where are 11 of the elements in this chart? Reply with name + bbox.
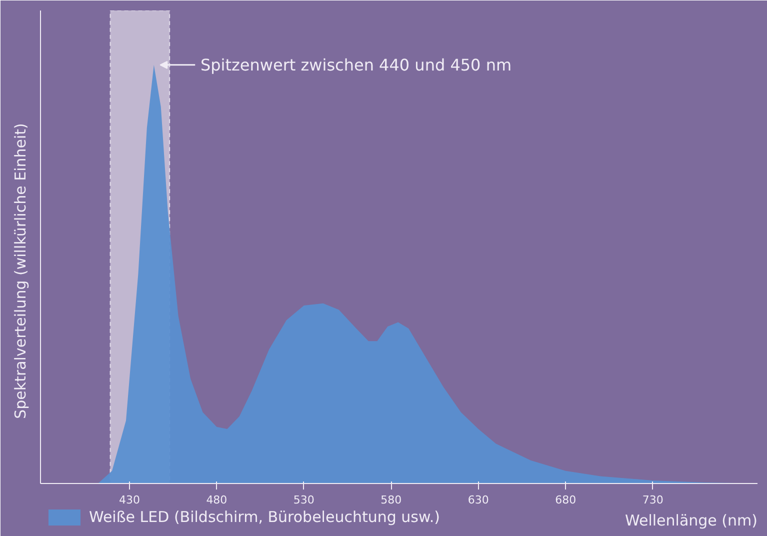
x-tick-label: 530 [293, 493, 314, 506]
x-tick-label: 730 [642, 493, 664, 506]
y-axis-title: Spektralverteilung (willkürliche Einheit) [12, 123, 30, 419]
legend-label: Weiße LED (Bildschirm, Bürobeleuchtung usw.) [89, 508, 440, 526]
x-tick-label: 680 [555, 493, 576, 506]
x-tick-label: 580 [380, 493, 402, 506]
annotation: Spitzenwert zwischen 440 und 450 nm [200, 55, 512, 74]
x-tick-label: 480 [206, 493, 228, 506]
x-tick-label: 430 [118, 493, 140, 506]
x-tick-label: 630 [468, 493, 489, 506]
x-axis-title: Wellenlänge (nm) [625, 512, 758, 530]
